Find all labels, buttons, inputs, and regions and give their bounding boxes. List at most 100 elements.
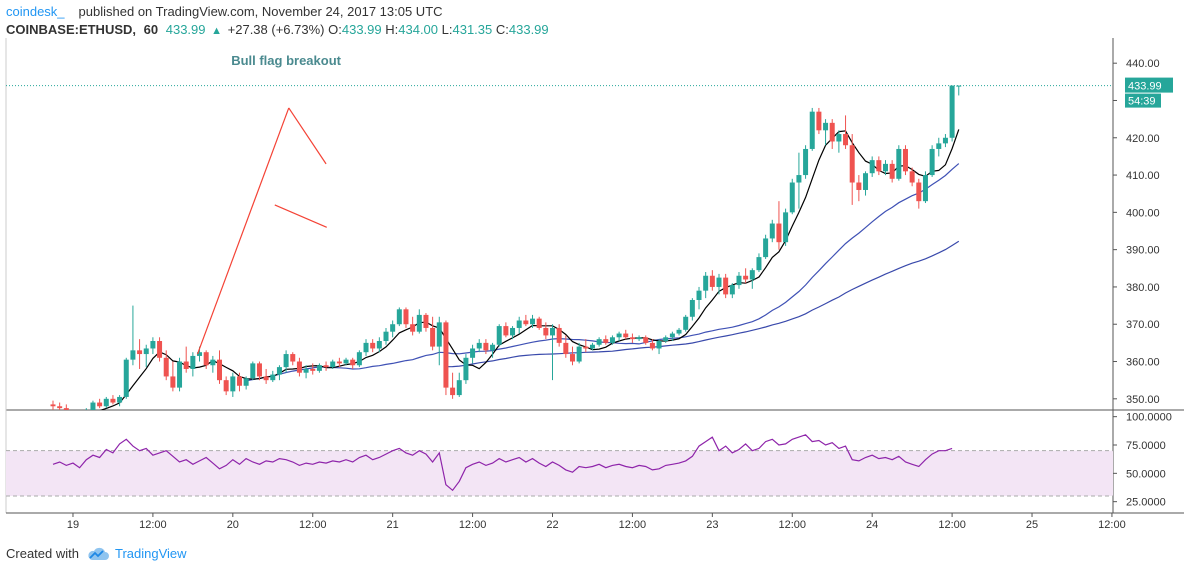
candle-body <box>150 341 156 349</box>
candle-body <box>816 111 822 131</box>
candle-body <box>463 357 469 381</box>
tradingview-brand: TradingView <box>114 546 187 561</box>
price-tick-label: 350.00 <box>1126 394 1160 406</box>
candle-body <box>290 354 296 362</box>
time-tick-label: 12:00 <box>778 519 806 531</box>
candle-body <box>922 175 928 202</box>
candle-body <box>776 223 782 243</box>
candle-body <box>769 223 775 239</box>
rsi-pane[interactable]: 100.0000 75.0000 50.0000 25.0000 <box>6 412 1184 514</box>
time-tick-label: 12:00 <box>299 519 327 531</box>
candle-body <box>70 412 75 418</box>
time-tick-label: 25 <box>1026 519 1038 531</box>
candle-body <box>117 396 123 403</box>
candle-body <box>876 160 882 172</box>
rsi-tick-label: 25.0000 <box>1126 497 1166 509</box>
rsi-band <box>6 450 1113 496</box>
candle-body <box>656 341 662 349</box>
candle-body <box>556 327 562 343</box>
candle-body <box>536 318 542 328</box>
candle-body <box>84 410 89 416</box>
candle-body <box>177 361 183 388</box>
candle-body <box>516 320 522 328</box>
candle-body <box>163 357 169 377</box>
candle-body <box>77 416 82 418</box>
symbol-name[interactable]: COINBASE:ETHUSD, <box>6 22 137 37</box>
rsi-tick-label: 100.0000 <box>1126 412 1172 424</box>
candle-body <box>836 134 842 142</box>
candle-body <box>609 337 615 343</box>
flagpole-line <box>196 107 290 355</box>
price-tick-label: 420.00 <box>1126 133 1160 145</box>
candle-body <box>823 122 829 131</box>
candle-body <box>703 275 709 291</box>
candle-body <box>563 342 569 355</box>
candle-body <box>729 285 735 295</box>
rsi-tick-label: 75.0000 <box>1126 440 1166 452</box>
time-tick-label: 12:00 <box>139 519 167 531</box>
tradingview-logo[interactable]: TradingView <box>87 544 187 564</box>
candle-body <box>530 318 536 325</box>
candle-body <box>470 348 476 358</box>
candle-body <box>723 277 729 295</box>
candle-body <box>483 342 489 351</box>
price-pane-bg <box>6 42 1113 410</box>
last-price: 433.99 <box>165 22 206 37</box>
price-tick-label: 400.00 <box>1126 207 1160 219</box>
chart-header: coindesk_ published on TradingView.com, N… <box>6 3 1176 39</box>
rsi-line <box>52 434 953 492</box>
chart-area[interactable]: 440.00430.00420.00410.00400.00390.00380.… <box>0 38 1184 538</box>
candle-body <box>543 327 549 336</box>
price-tick-label: 360.00 <box>1126 357 1160 369</box>
candle-body <box>256 363 262 377</box>
candle-body <box>689 299 695 317</box>
candle-body <box>736 275 742 286</box>
candle-body <box>436 322 442 347</box>
price-pane[interactable]: 440.00430.00420.00410.00400.00390.00380.… <box>5 38 1184 513</box>
candle-body <box>283 354 289 368</box>
price-tick-label: 410.00 <box>1126 170 1160 182</box>
candle-body <box>843 134 849 146</box>
candle-body <box>450 387 456 396</box>
candle-body <box>110 398 116 403</box>
price-tick-label: 380.00 <box>1126 282 1160 294</box>
annotation-text: Bull flag breakout <box>231 53 341 68</box>
countdown-badge-text: 54:39 <box>1128 96 1156 108</box>
candle-body <box>217 359 222 381</box>
close-value: 433.99 <box>508 22 549 37</box>
symbol-line: COINBASE:ETHUSD, 60 433.99 ▲ +27.38 (+6.… <box>6 21 1176 39</box>
candle-body <box>649 342 655 349</box>
candle-body <box>443 322 449 388</box>
footer: Created with TradingView <box>6 544 187 564</box>
candle-body <box>629 337 635 340</box>
candle-body <box>909 171 915 183</box>
candle-body <box>889 163 895 179</box>
candle-body <box>403 309 409 325</box>
candle-body <box>929 148 935 176</box>
candle-body <box>336 361 342 364</box>
candle-body <box>749 270 755 280</box>
candle-body <box>190 355 196 369</box>
rsi-plot <box>52 434 953 492</box>
candle-body <box>263 376 269 381</box>
author-link[interactable]: coindesk_ <box>6 4 65 19</box>
candle-body <box>456 380 462 396</box>
candle-body <box>296 361 302 373</box>
candle-body <box>683 316 689 330</box>
flag-lower-line <box>274 204 327 228</box>
price-tick-label: 440.00 <box>1126 58 1160 70</box>
candle-body <box>676 329 682 334</box>
candle-body <box>636 337 642 340</box>
candle-body <box>643 337 649 343</box>
candle-body <box>390 324 396 332</box>
candle-body <box>803 148 809 176</box>
time-tick-label: 12:00 <box>1098 519 1126 531</box>
cloud-icon <box>88 547 109 560</box>
candle-body <box>503 326 509 336</box>
candle-body <box>849 145 855 183</box>
candle-body <box>97 402 103 407</box>
candle-body <box>709 275 715 287</box>
candle-body <box>223 380 229 392</box>
time-tick-label: 19 <box>67 519 79 531</box>
candle-body <box>137 350 143 355</box>
